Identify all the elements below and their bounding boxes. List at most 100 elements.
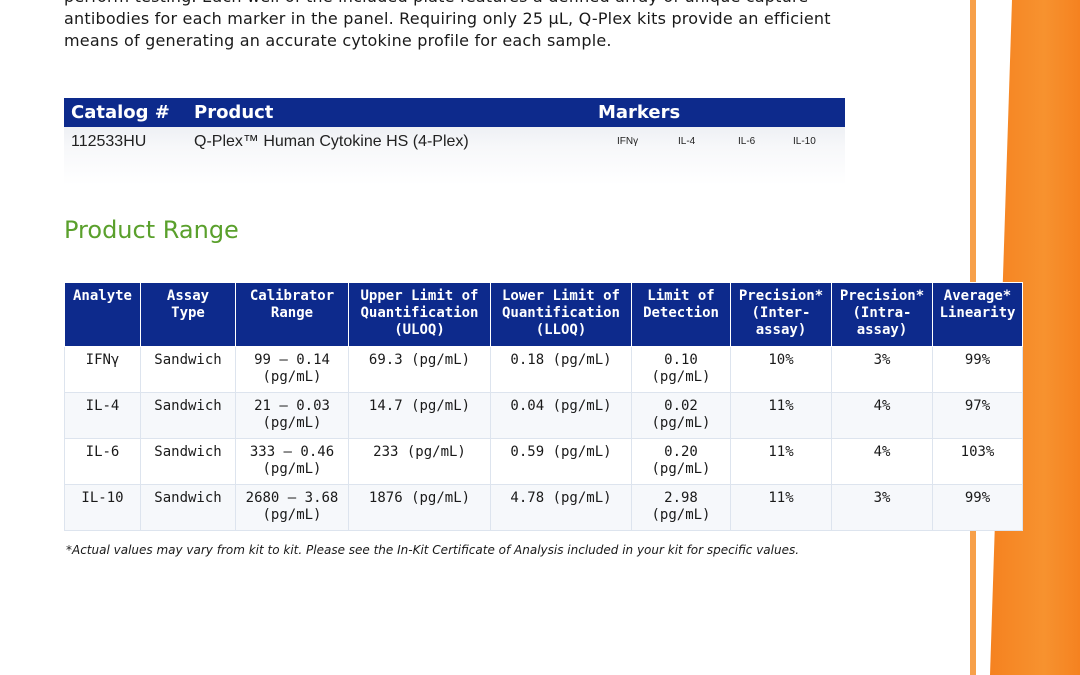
column-header: Average* Linearity: [932, 282, 1023, 347]
table-cell-line: IL-10: [81, 490, 124, 506]
table-cell: 0.18 (pg/mL): [490, 346, 632, 393]
intro-line: means of generating an accurate cytokine…: [64, 31, 612, 50]
table-cell: 4%: [831, 392, 933, 439]
catalog-header-markers: Markers: [598, 102, 681, 123]
table-cell-line: 3%: [873, 490, 891, 506]
column-header-line: Linearity: [939, 305, 1016, 321]
column-header: Assay Type: [140, 282, 236, 347]
marker-label: IL-4: [678, 136, 696, 147]
column-header-line: assay): [856, 322, 908, 338]
column-header: Limit of Detection: [631, 282, 731, 347]
table-cell: 4.78 (pg/mL): [490, 484, 632, 531]
table-cell: 99%: [932, 484, 1023, 531]
table-cell: IL-10: [64, 484, 141, 531]
table-cell: 233 (pg/mL): [348, 438, 491, 485]
column-header-line: Upper Limit of: [360, 288, 479, 304]
table-cell: 333 – 0.46 (pg/mL): [235, 438, 349, 485]
column-header: Lower Limit of Quantification (LLOQ): [490, 282, 632, 347]
table-cell-line: 11%: [768, 398, 794, 414]
table-cell-line: (pg/mL): [262, 369, 322, 385]
table-cell: 97%: [932, 392, 1023, 439]
product-name: Q-Plex™ Human Cytokine HS (4-Plex): [194, 133, 469, 150]
table-cell: IL-4: [64, 392, 141, 439]
table-cell: 4%: [831, 438, 933, 485]
table-cell-line: 97%: [964, 398, 991, 414]
column-header-line: Type: [171, 305, 205, 321]
table-cell: 11%: [730, 438, 832, 485]
table-cell-line: (pg/mL): [651, 415, 711, 431]
table-row: IFNγ Sandwich 99 – 0.14 (pg/mL) 69.3 (pg/mL)…: [64, 346, 1023, 393]
column-header: Upper Limit of Quantification (ULOQ): [348, 282, 491, 347]
column-header-line: (ULOQ): [394, 322, 445, 338]
catalog-row: 112533HU Q-Plex™ Human Cytokine HS (4-Pl…: [64, 127, 845, 185]
intro-line: antibodies for each marker in the panel.…: [64, 9, 831, 28]
table-row: IL-6 Sandwich 333 – 0.46 (pg/mL) 233 (pg/mL)…: [64, 438, 1023, 485]
column-header-line: Average*: [943, 288, 1012, 304]
table-cell-line: IL-4: [85, 398, 120, 414]
table-cell: 14.7 (pg/mL): [348, 392, 491, 439]
column-header-line: Calibrator: [249, 288, 335, 304]
table-cell: 3%: [831, 346, 933, 393]
table-cell-line: 69.3 (pg/mL): [368, 352, 471, 368]
section-title: Product Range: [64, 216, 239, 244]
table-cell-line: Sandwich: [154, 398, 222, 414]
table-cell: 0.04 (pg/mL): [490, 392, 632, 439]
table-cell-line: Sandwich: [154, 490, 222, 506]
table-cell-line: 99%: [964, 352, 991, 368]
catalog-header-product: Product: [194, 102, 274, 123]
table-cell-line: 2680 – 3.68: [245, 490, 339, 506]
table-cell: Sandwich: [140, 484, 236, 531]
column-header-line: Analyte: [72, 288, 132, 304]
product-range-table: Analyte Assay Type Calibrator Range Upper Lim…: [64, 282, 1023, 531]
column-header-line: Limit of: [647, 288, 715, 304]
table-cell: Sandwich: [140, 392, 236, 439]
column-header: Calibrator Range: [235, 282, 349, 347]
table-cell-line: 103%: [960, 444, 995, 460]
range-table-body: IFNγ Sandwich 99 – 0.14 (pg/mL) 69.3 (pg/mL)…: [64, 346, 1023, 531]
table-cell-line: 99 – 0.14: [254, 352, 330, 368]
table-cell: 2.98 (pg/mL): [631, 484, 731, 531]
table-cell-line: 0.02: [664, 398, 698, 414]
range-table-header-row: Analyte Assay Type Calibrator Range Upper Lim…: [64, 282, 1023, 347]
intro-line: perform testing. Each well of the includ…: [64, 0, 944, 8]
table-row: IL-4 Sandwich 21 – 0.03 (pg/mL) 14.7 (pg/mL)…: [64, 392, 1023, 439]
table-cell: 21 – 0.03 (pg/mL): [235, 392, 349, 439]
table-cell-line: 0.18 (pg/mL): [510, 352, 612, 368]
column-header-line: Range: [270, 305, 314, 321]
table-cell: 0.59 (pg/mL): [490, 438, 632, 485]
table-cell: 0.10 (pg/mL): [631, 346, 731, 393]
table-cell: 11%: [730, 392, 832, 439]
column-header-line: Detection: [643, 305, 719, 321]
catalog-table: Catalog # Product Markers 112533HU Q-Ple…: [64, 98, 845, 185]
table-cell-line: 99%: [964, 490, 991, 506]
table-cell: 10%: [730, 346, 832, 393]
table-cell-line: Sandwich: [154, 352, 222, 368]
catalog-header-catalog: Catalog #: [71, 102, 170, 123]
table-cell: 0.20 (pg/mL): [631, 438, 731, 485]
column-header-line: (Inter-: [751, 305, 811, 321]
table-cell-line: 0.04 (pg/mL): [510, 398, 612, 414]
table-cell: 69.3 (pg/mL): [348, 346, 491, 393]
marker-label: IL-10: [793, 136, 816, 147]
table-cell-line: 3%: [873, 352, 891, 368]
intro-paragraph: perform testing. Each well of the includ…: [64, 0, 944, 52]
column-header-line: Precision*: [738, 288, 824, 304]
column-header-line: (Intra-: [852, 305, 912, 321]
catalog-number: 112533HU: [71, 133, 147, 150]
table-cell-line: 11%: [768, 490, 794, 506]
table-cell-line: 4.78 (pg/mL): [510, 490, 612, 506]
table-cell-line: (pg/mL): [651, 507, 711, 523]
table-cell-line: 1876 (pg/mL): [368, 490, 471, 506]
table-cell-line: 4%: [873, 398, 891, 414]
column-header-line: Quantification: [501, 305, 620, 321]
table-cell-line: 333 – 0.46: [249, 444, 335, 460]
table-cell: 2680 – 3.68 (pg/mL): [235, 484, 349, 531]
table-row: IL-10 Sandwich 2680 – 3.68 (pg/mL) 1876 (pg/…: [64, 484, 1023, 531]
table-cell-line: Sandwich: [154, 444, 222, 460]
table-cell-line: 233 (pg/mL): [373, 444, 466, 460]
column-header-line: assay): [755, 322, 807, 338]
table-cell-line: (pg/mL): [651, 369, 711, 385]
table-cell-line: 0.10: [664, 352, 698, 368]
table-cell: 11%: [730, 484, 832, 531]
catalog-table-header: Catalog # Product Markers: [64, 98, 845, 127]
